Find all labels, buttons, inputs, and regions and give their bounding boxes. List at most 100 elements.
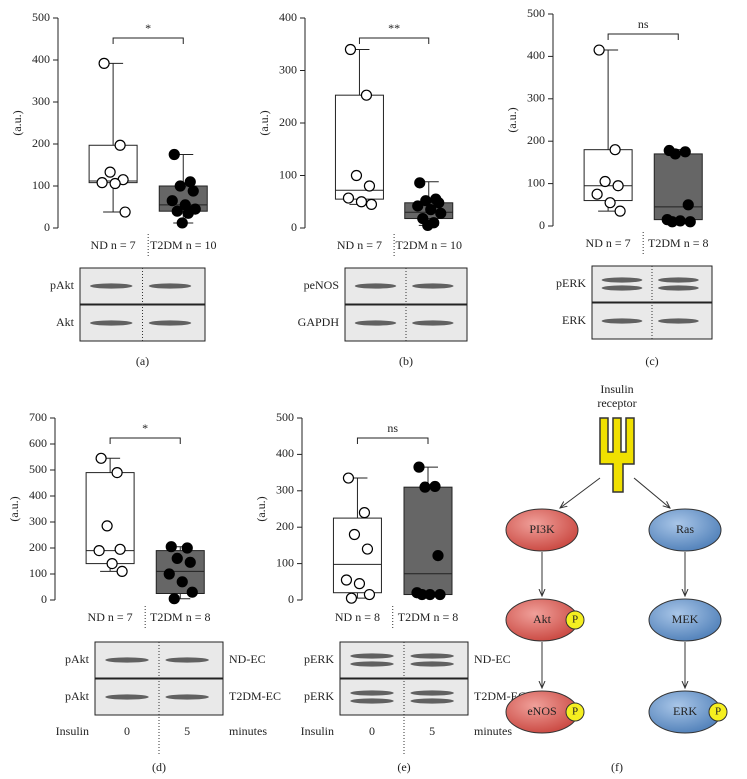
box [334,94,384,200]
data-point [420,195,432,207]
y-axis-label: (a.u.) [505,107,519,132]
y-tick-label: 700 [29,410,47,424]
node-label: ERK [673,704,697,718]
y-axis-label: (a.u.) [254,496,268,521]
band [165,657,209,663]
data-point [682,199,694,211]
data-point [429,480,441,493]
significance-bracket [356,437,429,444]
node-label: MEK [672,612,699,626]
y-tick-label: 0 [288,592,294,606]
condition-label: ND-EC [229,652,266,666]
phospho [565,610,585,630]
data-point [111,467,123,479]
band [105,657,149,663]
data-point [340,574,353,586]
phospho-label: P [572,706,578,718]
data-point [355,196,368,208]
data-point [344,43,357,56]
significance-bracket [607,33,679,40]
data-point [165,541,177,553]
time-label: 0 [124,724,130,738]
data-point [609,144,621,156]
band [350,690,394,696]
data-point [116,565,128,578]
data-point [166,195,178,207]
y-tick-label: 0 [291,220,297,234]
data-point [360,89,373,101]
data-point [593,44,605,56]
y-tick-label: 100 [527,175,545,189]
time-label: 0 [369,724,375,738]
band [354,320,397,326]
data-point [114,139,126,151]
unit-label: minutes [474,724,512,738]
y-tick-label: 0 [41,592,47,606]
x-tick-label: ND n = 7 [337,238,382,252]
panel-label: (f) [611,760,623,774]
significance-label: ns [638,17,649,31]
y-axis-label: (a.u.) [7,496,21,521]
x-tick-label: T2DM n = 8 [150,610,210,624]
data-point [422,219,434,231]
band [412,283,454,289]
y-tick-label: 500 [527,6,545,20]
node [505,508,579,552]
y-tick-label: 100 [279,167,297,181]
significance-bracket [112,37,184,44]
significance-label: ** [388,21,400,35]
band [148,283,192,289]
x-tick-label: ND n = 7 [586,236,631,250]
node [648,598,722,642]
data-point [350,169,363,182]
data-point [109,177,121,190]
data-point [361,543,374,555]
diagram: Insulin receptor (f) [542,382,685,774]
time-label: 5 [429,724,435,738]
y-tick-label: 500 [29,462,47,476]
band [148,320,192,326]
data-point [591,188,603,200]
data-point [425,204,437,216]
receptor [599,417,635,493]
time-label: 5 [184,724,190,738]
y-axis-label: (a.u.) [10,110,24,135]
data-point [353,578,366,590]
data-point [435,207,447,219]
x-tick-label: ND n = 7 [88,610,133,624]
data-point [414,177,426,189]
arrow [560,477,601,508]
x-tick-label: T2DM n = 8 [398,610,458,624]
box [583,149,633,202]
data-point [181,542,193,554]
data-point [419,481,431,493]
y-tick-label: 100 [29,566,47,580]
data-point [604,197,616,209]
data-point [168,593,180,605]
data-point [684,216,696,228]
node-label: Akt [533,612,552,626]
blot-label: pAkt [65,689,90,703]
data-point [184,556,196,568]
data-point [106,557,118,570]
y-tick-label: 300 [32,94,50,108]
significance-label: * [145,21,151,35]
panel-label: (e) [397,760,410,774]
y-tick-label: 300 [527,91,545,105]
box [403,486,453,596]
box [88,144,138,184]
blot-label: pERK [304,652,334,666]
y-tick-label: 300 [276,483,294,497]
data-point [412,200,424,212]
node-label: Ras [676,522,694,536]
node-label: eNOS [527,704,556,718]
band [410,698,454,704]
data-point [342,192,355,204]
data-point [114,543,126,555]
y-tick-label: 0 [44,220,50,234]
data-point [363,588,376,601]
data-point [669,148,681,160]
y-tick-label: 300 [29,514,47,528]
y-tick-label: 400 [32,52,50,66]
band [601,285,643,291]
